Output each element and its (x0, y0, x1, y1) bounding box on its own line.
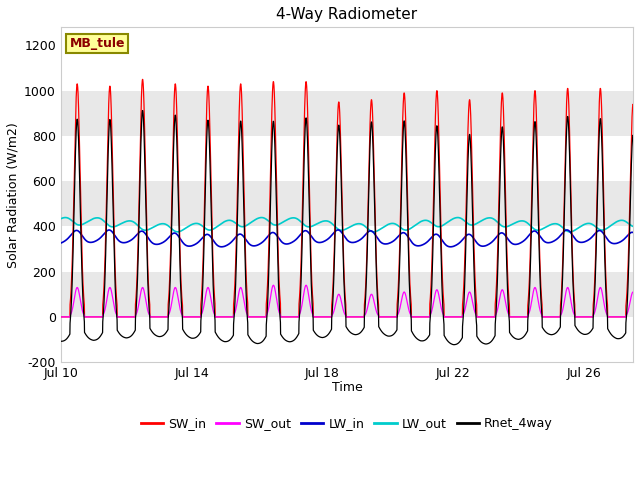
Bar (61, 46, 633, 91)
Text: MB_tule: MB_tule (69, 37, 125, 50)
X-axis label: Time: Time (332, 382, 362, 395)
Legend: SW_in, SW_out, LW_in, LW_out, Rnet_4way: SW_in, SW_out, LW_in, LW_out, Rnet_4way (136, 412, 558, 435)
Title: 4-Way Radiometer: 4-Way Radiometer (276, 7, 417, 22)
Y-axis label: Solar Radiation (W/m2): Solar Radiation (W/m2) (7, 122, 20, 267)
Bar (61, 136, 633, 181)
Bar (61, 317, 633, 362)
Bar (61, 272, 633, 317)
Bar (61, 227, 633, 272)
Bar (61, 181, 633, 227)
Bar (61, 91, 633, 136)
